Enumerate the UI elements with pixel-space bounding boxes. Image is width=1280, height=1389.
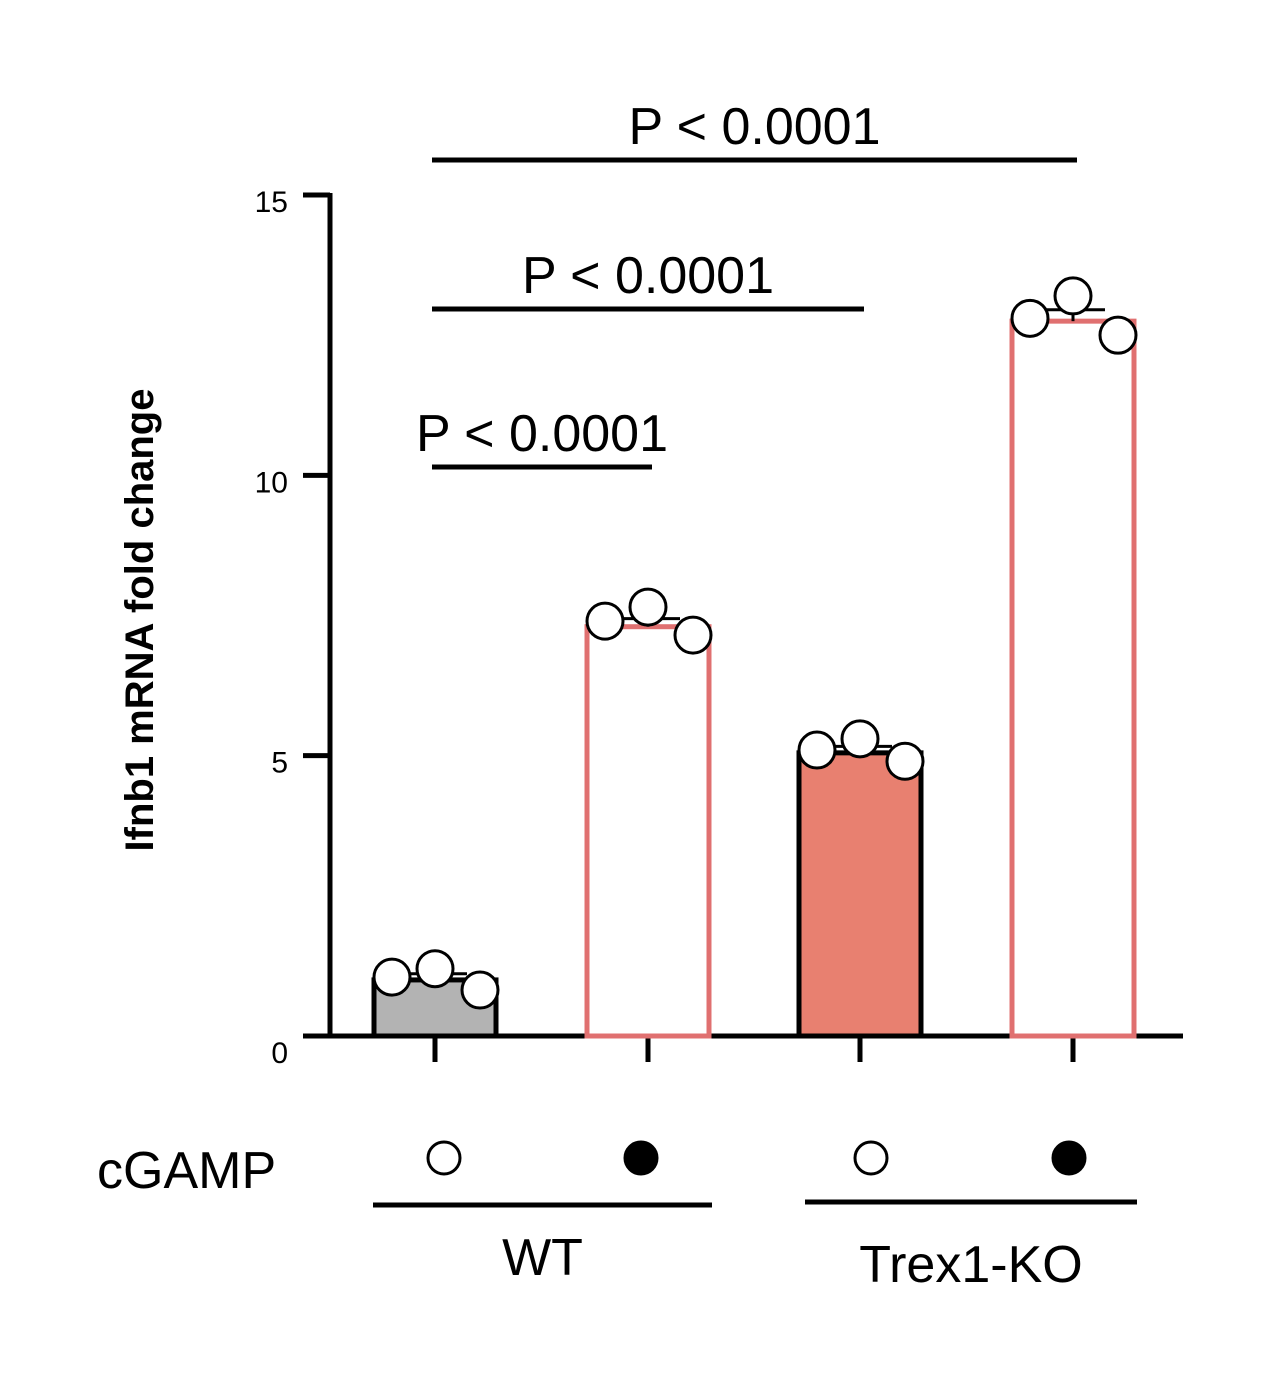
bars (371, 318, 1137, 1039)
cgamp-open-dot (853, 1140, 889, 1176)
significance-label: P < 0.0001 (628, 98, 880, 156)
data-point (673, 615, 713, 655)
data-point (628, 587, 668, 627)
y-tick-label: 5 (271, 747, 288, 780)
group-labels: WT Trex1-KO (373, 1199, 1137, 1294)
cgamp-filled-dot (1051, 1140, 1087, 1176)
y-axis-label: Ifnb1 mRNA fold change (118, 389, 162, 852)
data-point (1010, 298, 1050, 338)
data-point (797, 730, 837, 770)
data-points (372, 276, 1138, 1010)
data-point (1053, 276, 1093, 316)
cgamp-indicator-row: cGAMP (97, 1140, 1087, 1200)
data-point (885, 741, 925, 781)
cgamp-filled-dot (623, 1140, 659, 1176)
data-point (415, 949, 455, 989)
data-point (372, 957, 412, 997)
y-tick-label: 0 (271, 1037, 288, 1070)
bar (796, 750, 924, 1039)
group-label: WT (502, 1229, 583, 1287)
data-point (1098, 315, 1138, 355)
bar (584, 624, 712, 1039)
y-tick-label: 15 (255, 186, 288, 219)
significance-label: P < 0.0001 (522, 247, 774, 305)
significance-brackets: P < 0.0001 P < 0.0001 P < 0.0001 (416, 98, 1077, 470)
significance-label: P < 0.0001 (416, 405, 668, 463)
data-point (840, 719, 880, 759)
cgamp-open-dot (426, 1140, 462, 1176)
data-point (585, 601, 625, 641)
cgamp-label: cGAMP (97, 1142, 276, 1200)
data-point (460, 970, 500, 1010)
group-label: Trex1-KO (859, 1236, 1082, 1294)
y-tick-label: 10 (255, 466, 288, 499)
bar (1009, 318, 1137, 1039)
